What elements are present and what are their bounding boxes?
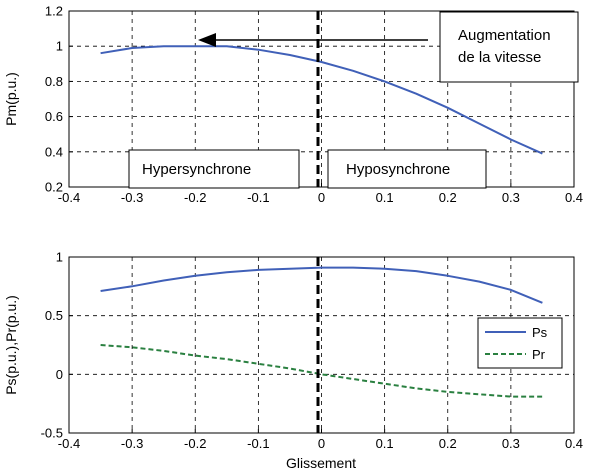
speed-annotation-box — [439, 11, 579, 83]
top-y-axis-label: Pm(p.u.) — [3, 72, 19, 126]
bottom-y-ticks: -0.5 0 0.5 1 — [41, 250, 73, 441]
speed-annotation-line-2: de la vitesse — [458, 49, 541, 66]
bottom-x-tick-label: 0 — [318, 436, 325, 451]
top-x-tick-label: -0.3 — [121, 190, 143, 205]
bottom-x-ticks: -0.4 -0.3 -0.2 -0.1 0 0.1 0.2 0.3 0.4 — [58, 429, 583, 451]
top-x-ticks: -0.4 -0.3 -0.2 -0.1 0 0.1 0.2 0.3 0.4 — [58, 183, 583, 205]
bottom-x-axis-label: Glissement — [286, 455, 356, 471]
bottom-x-tick-label: -0.1 — [247, 436, 269, 451]
bottom-pr-line — [100, 344, 543, 398]
top-x-tick-label: 0 — [318, 190, 325, 205]
top-y-tick-label: 1 — [56, 39, 63, 54]
bottom-y-tick-label: 0.5 — [45, 308, 63, 323]
bottom-y-axis-label: Ps(p.u.),Pr(p.u.) — [3, 295, 19, 395]
bottom-y-tick-label: 0 — [56, 367, 63, 382]
top-x-tick-label: 0.4 — [565, 190, 583, 205]
top-x-tick-label: 0.2 — [439, 190, 457, 205]
bottom-x-tick-label: -0.2 — [184, 436, 206, 451]
top-y-ticks: 0.2 0.4 0.6 0.8 1 1.2 — [45, 4, 73, 195]
top-x-tick-label: -0.4 — [58, 190, 80, 205]
legend-box — [477, 317, 563, 369]
bottom-ps-line — [100, 266, 543, 304]
bottom-x-tick-label: -0.4 — [58, 436, 80, 451]
bottom-x-tick-label: 0.3 — [502, 436, 520, 451]
bottom-x-tick-label: -0.3 — [121, 436, 143, 451]
top-y-tick-label: 0.4 — [45, 144, 63, 159]
top-y-tick-label: 1.2 — [45, 4, 63, 19]
top-x-tick-label: -0.1 — [247, 190, 269, 205]
top-y-tick-label: 0.2 — [45, 180, 63, 195]
hyposynchrone-label: Hyposynchrone — [346, 161, 450, 178]
bottom-y-tick-label: -0.5 — [41, 426, 63, 441]
hypersynchrone-box — [128, 149, 300, 189]
hypersynchrone-label: Hypersynchrone — [142, 161, 251, 178]
speed-arrow-head — [198, 33, 216, 47]
top-series — [100, 45, 543, 155]
bottom-series — [100, 266, 543, 398]
bottom-x-tick-label: 0.1 — [376, 436, 394, 451]
top-x-tick-label: 0.1 — [376, 190, 394, 205]
top-x-tick-label: -0.2 — [184, 190, 206, 205]
bottom-x-tick-label: 0.2 — [439, 436, 457, 451]
bottom-y-tick-label: 1 — [56, 250, 63, 265]
top-y-tick-label: 0.8 — [45, 74, 63, 89]
hyposynchrone-box — [327, 149, 487, 189]
speed-annotation-line-1: Augmentation — [458, 27, 551, 44]
legend-pr-label: Pr — [532, 347, 546, 362]
top-y-tick-label: 0.6 — [45, 109, 63, 124]
top-x-tick-label: 0.3 — [502, 190, 520, 205]
legend-ps-label: Ps — [532, 325, 548, 340]
bottom-x-tick-label: 0.4 — [565, 436, 583, 451]
top-series-0-line — [100, 45, 543, 155]
